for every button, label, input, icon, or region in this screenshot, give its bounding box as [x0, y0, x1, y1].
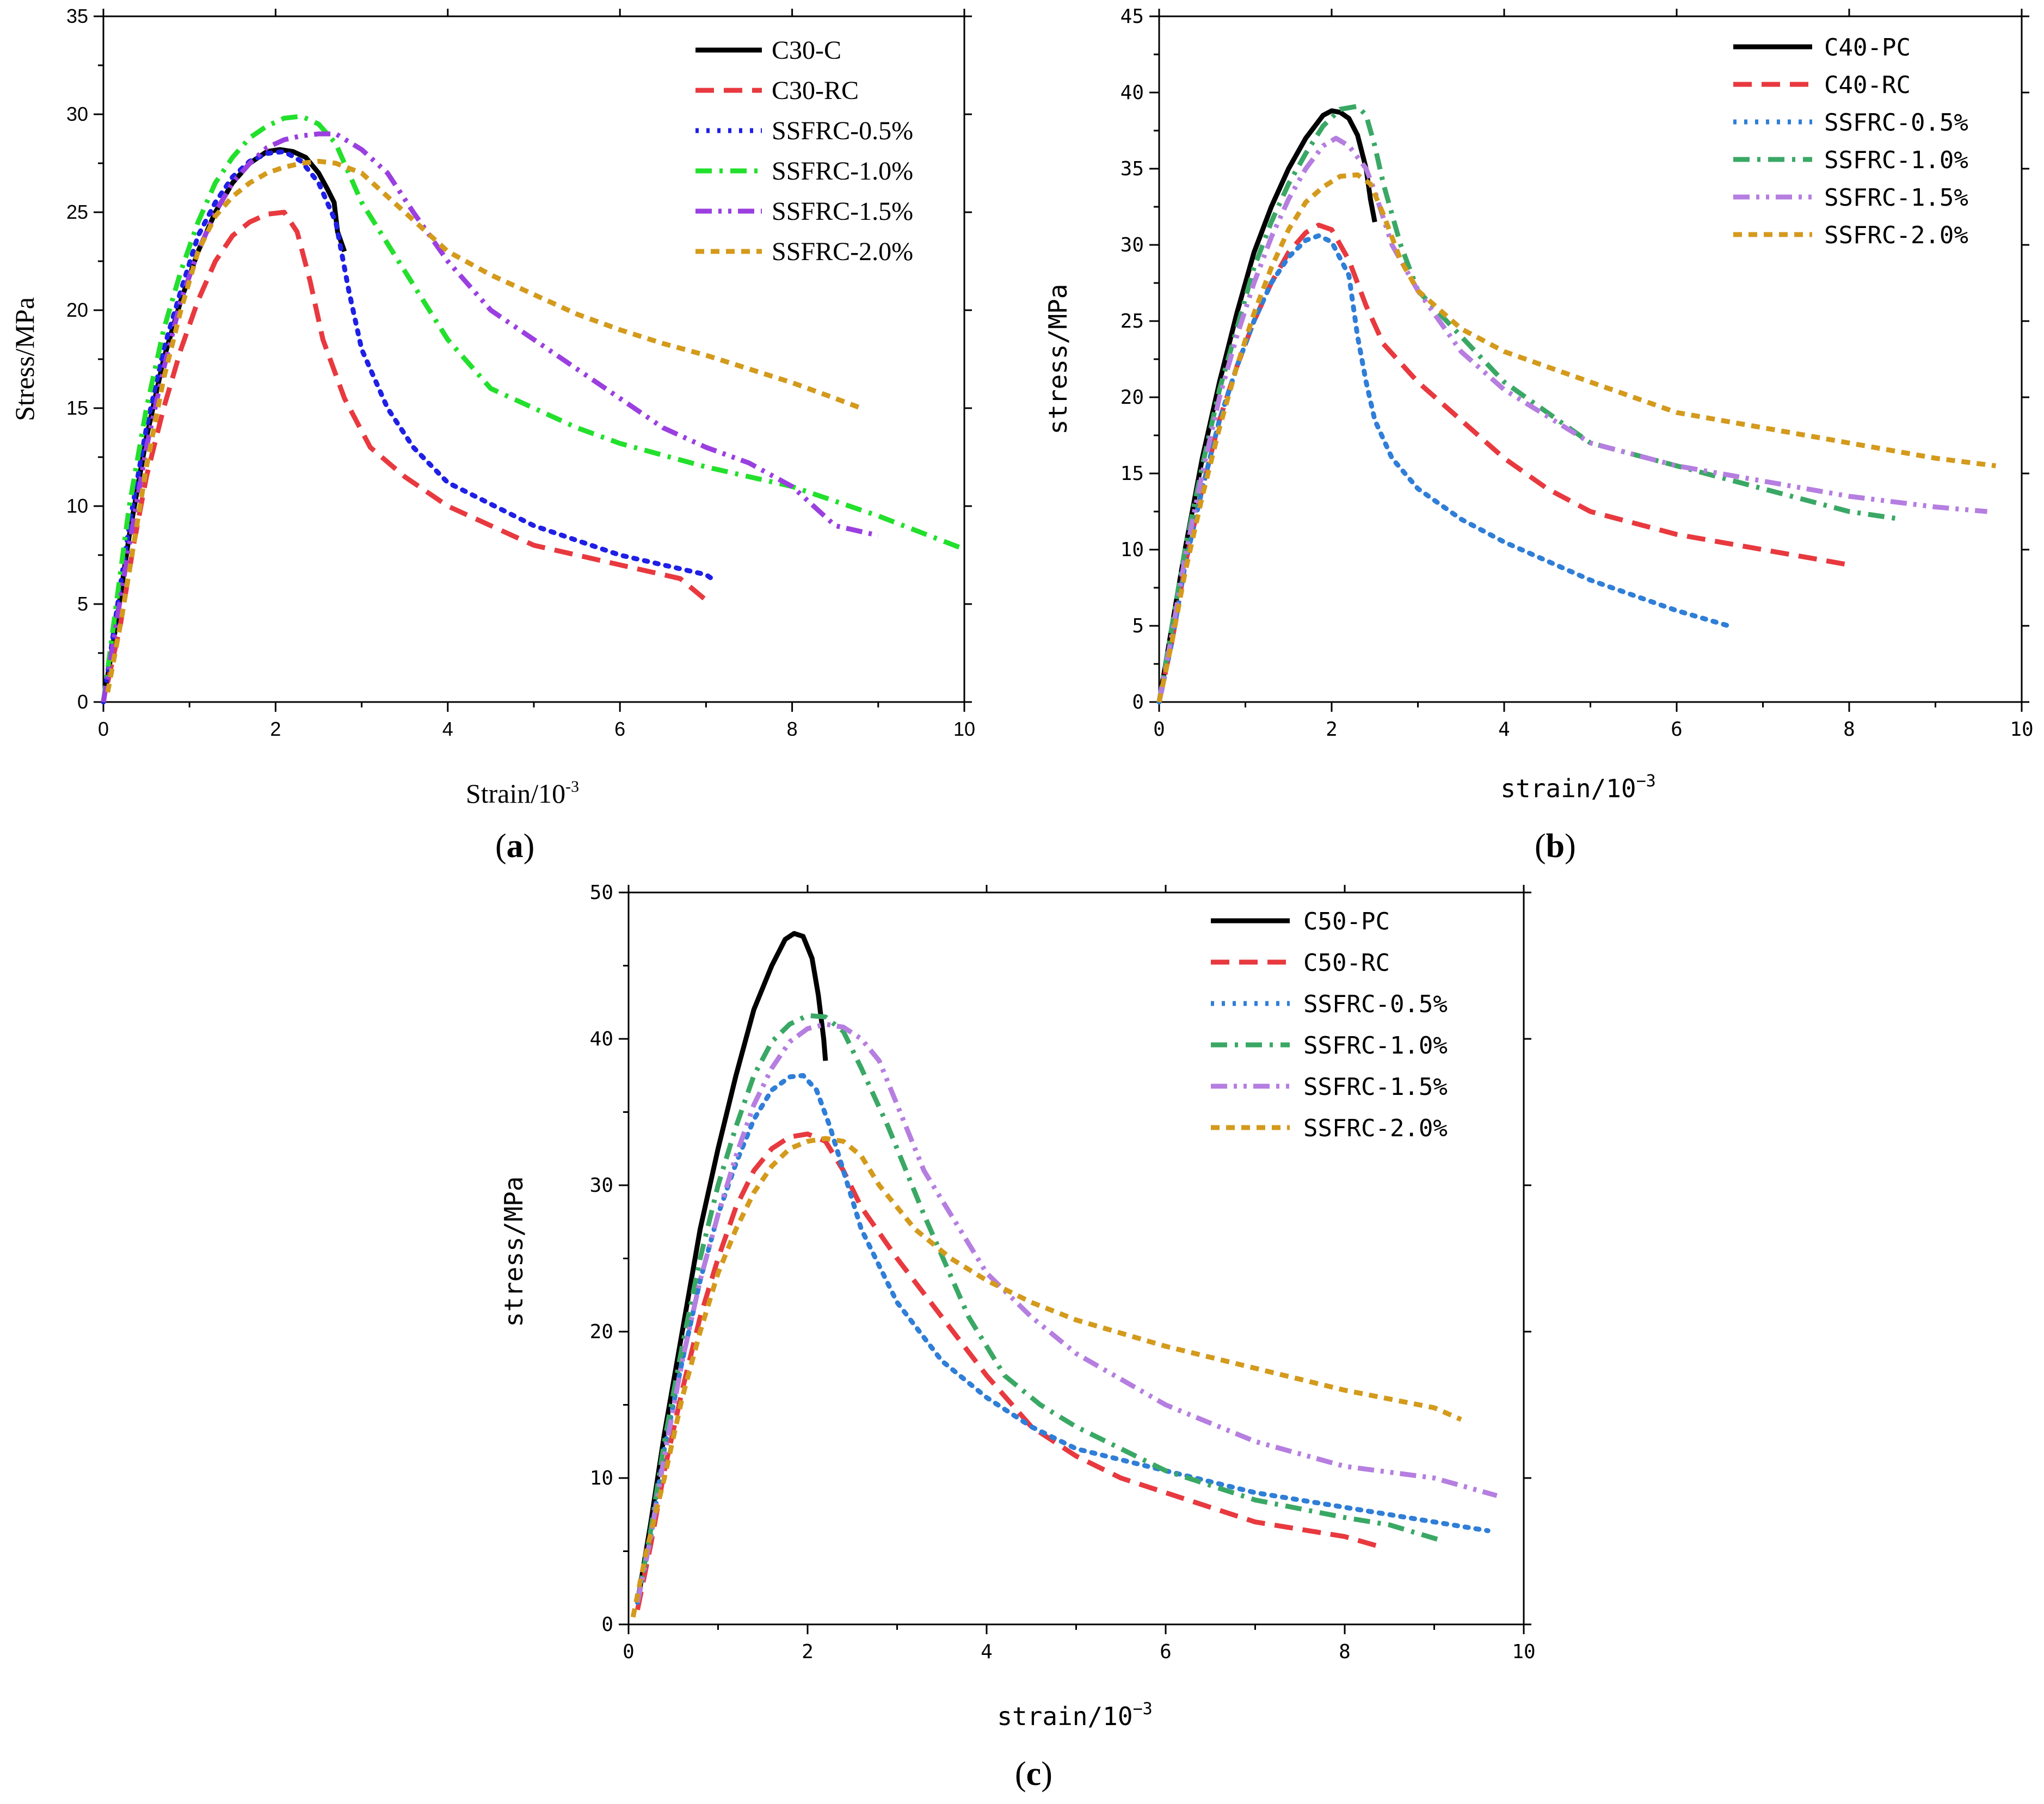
series-line-ssfrc-1-5-: [1156, 136, 1987, 703]
panel-label: (b): [1535, 828, 1576, 865]
y-tick-label: 20: [590, 1321, 613, 1343]
legend-label: SSFRC-2.0%: [1824, 221, 1968, 249]
series-line-c40-pc: [1156, 108, 1377, 703]
legend-label: C50-RC: [1303, 949, 1390, 977]
y-tick-label: 50: [590, 882, 613, 904]
y-tick-label: 40: [1120, 82, 1144, 104]
legend-label: SSFRC-1.5%: [1303, 1073, 1448, 1101]
x-tick-label: 2: [802, 1641, 814, 1663]
y-tick-label: 30: [66, 103, 88, 125]
y-tick-label: 40: [590, 1028, 613, 1050]
x-tick-label: 6: [614, 718, 625, 740]
x-tick-label: 8: [787, 718, 798, 740]
x-tick-label: 8: [1843, 718, 1855, 741]
y-axis-title: Stress/MPa: [9, 297, 40, 421]
x-tick-label: 6: [1160, 1641, 1172, 1663]
legend-label: SSFRC-1.0%: [772, 157, 913, 186]
legend-label: SSFRC-0.5%: [1824, 109, 1968, 137]
y-tick-label: 10: [1120, 539, 1144, 561]
y-tick-label: 30: [1120, 234, 1144, 256]
y-tick-label: 35: [1120, 158, 1144, 180]
legend-label: SSFRC-0.5%: [772, 116, 913, 145]
y-tick-label: 10: [590, 1467, 613, 1489]
y-tick-label: 35: [66, 5, 88, 27]
panel-label: (a): [495, 828, 534, 865]
legend-label: SSFRC-2.0%: [772, 237, 913, 266]
legend-label: C50-PC: [1303, 908, 1390, 935]
x-axis-title: strain/10−3: [1500, 772, 1655, 803]
x-tick-label: 0: [1153, 718, 1165, 741]
legend-label: SSFRC-1.5%: [1824, 184, 1968, 212]
series-line-ssfrc-2-0-: [105, 158, 862, 693]
x-tick-label: 4: [1498, 718, 1510, 741]
legend-label: SSFRC-2.0%: [1303, 1115, 1448, 1142]
series-line-c30-rc: [105, 210, 708, 683]
y-tick-label: 0: [1132, 691, 1144, 713]
y-tick-label: 0: [77, 691, 88, 713]
series-line-ssfrc-1-5-: [101, 131, 879, 703]
chart-panel-c: 0 2 4 6 8 10 0 10 20 30 40 50 strain/10−3 stress/MPa C…: [499, 882, 1536, 1793]
y-tick-label: 5: [1132, 615, 1144, 637]
x-axis-title: Strain/10-3: [466, 778, 579, 809]
legend-label: SSFRC-1.5%: [772, 197, 913, 226]
series-line-c50-rc: [635, 1131, 1382, 1610]
legend-label: C30-C: [772, 36, 841, 65]
x-axis-title: strain/10−3: [997, 1700, 1152, 1731]
x-tick-label: 8: [1339, 1641, 1351, 1663]
y-axis-title: stress/MPa: [1043, 284, 1073, 435]
x-tick-label: 0: [623, 1641, 635, 1663]
y-tick-label: 20: [66, 299, 88, 321]
series-line-ssfrc-2-0-: [630, 1136, 1462, 1618]
legend-label: SSFRC-1.0%: [1824, 146, 1968, 174]
x-tick-label: 0: [98, 718, 109, 740]
panel-label: (c): [1015, 1756, 1052, 1793]
series-line-ssfrc-0-5-: [635, 1073, 1491, 1605]
chart-panel-b: 0 2 4 6 8 10 0 5 10 15 20 25 30 35 40 45 strain/10−3 stre…: [1043, 5, 2034, 865]
legend-label: C40-PC: [1824, 34, 1911, 61]
x-tick-label: 10: [2010, 718, 2033, 741]
y-tick-label: 20: [1120, 386, 1144, 409]
x-tick-label: 2: [1326, 718, 1338, 741]
y-tick-label: 0: [601, 1614, 613, 1636]
y-tick-label: 30: [590, 1174, 613, 1197]
y-axis-title: stress/MPa: [499, 1177, 528, 1327]
y-tick-label: 15: [1120, 463, 1144, 485]
y-tick-label: 25: [1120, 310, 1144, 333]
series-line-ssfrc-2-0-: [1156, 172, 1996, 703]
series-line-ssfrc-1-0-: [101, 114, 965, 703]
y-tick-label: 10: [66, 495, 88, 517]
x-tick-label: 2: [270, 718, 281, 740]
series-line-ssfrc-1-0-: [635, 1013, 1444, 1603]
x-tick-label: 4: [442, 718, 453, 740]
legend-label: C40-RC: [1824, 71, 1911, 99]
chart-panel-a: 0 2 4 6 8 10 0 5 10 15 20 25 30 35 Strain/10-3 Stress/M…: [9, 5, 975, 865]
y-tick-label: 5: [77, 593, 88, 615]
legend-label: SSFRC-1.0%: [1303, 1032, 1448, 1060]
series-line-ssfrc-0-5-: [101, 149, 717, 705]
legend-label: C30-RC: [772, 76, 859, 105]
legend-label: SSFRC-0.5%: [1303, 990, 1448, 1018]
series-line-ssfrc-1-5-: [635, 1021, 1498, 1603]
y-tick-label: 45: [1120, 5, 1144, 28]
y-tick-label: 25: [66, 201, 88, 223]
x-tick-label: 6: [1671, 718, 1683, 741]
x-tick-label: 10: [1512, 1641, 1535, 1663]
series-line-c30-c: [101, 147, 347, 703]
x-tick-label: 4: [981, 1641, 993, 1663]
x-tick-label: 10: [953, 718, 975, 740]
y-tick-label: 15: [66, 397, 88, 419]
